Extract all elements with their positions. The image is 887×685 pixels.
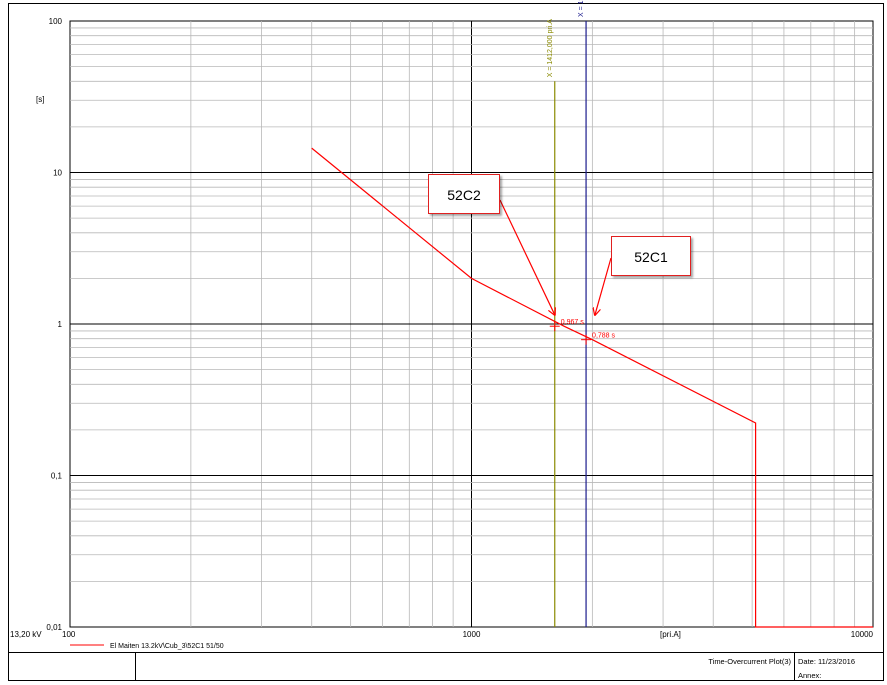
legend-label: El Maiten 13.2kV\Cub_3\52C1 51/50 [110,643,224,650]
y-tick-label: 0,01 [46,623,62,632]
title-block-divider [794,653,795,681]
callout-52c2-label: 52C2 [447,187,481,203]
y-tick-label: 10 [53,169,62,178]
vertical-marker-label: X = 1412,000 pri.A [547,19,554,78]
vertical-marker-label: X = 1929,000 pri.A [578,0,585,17]
series-line [311,147,873,628]
voltage-label: 13,20 kV [10,630,42,639]
callout-arrow [499,199,555,315]
y-tick-label: 0,1 [51,472,63,481]
x-tick-label: 10000 [851,630,874,639]
y-tick-label: 1 [58,320,63,329]
callout-arrow [595,257,612,315]
callout-52c1: 52C1 [611,236,691,276]
callout-52c1-label: 52C1 [634,249,668,265]
annex-text: Annex: [798,671,822,680]
y-axis-label: [s] [36,95,44,104]
point-value-label: 0,788 s [592,333,615,340]
date-text: Date: 11/23/2016 [798,657,855,666]
callout-52c2: 52C2 [428,174,500,214]
title-block-left [8,653,136,681]
x-axis-label: [pri.A] [660,630,681,639]
point-value-label: 0,967 s [561,319,584,326]
title-block: Time-Overcurrent Plot(3) Date: 11/23/201… [8,652,884,681]
x-tick-label: 100 [62,630,76,639]
y-tick-label: 100 [49,17,63,26]
plot-title: Time-Overcurrent Plot(3) [708,657,791,666]
x-tick-label: 1000 [463,630,481,639]
plot-frame [8,3,884,681]
